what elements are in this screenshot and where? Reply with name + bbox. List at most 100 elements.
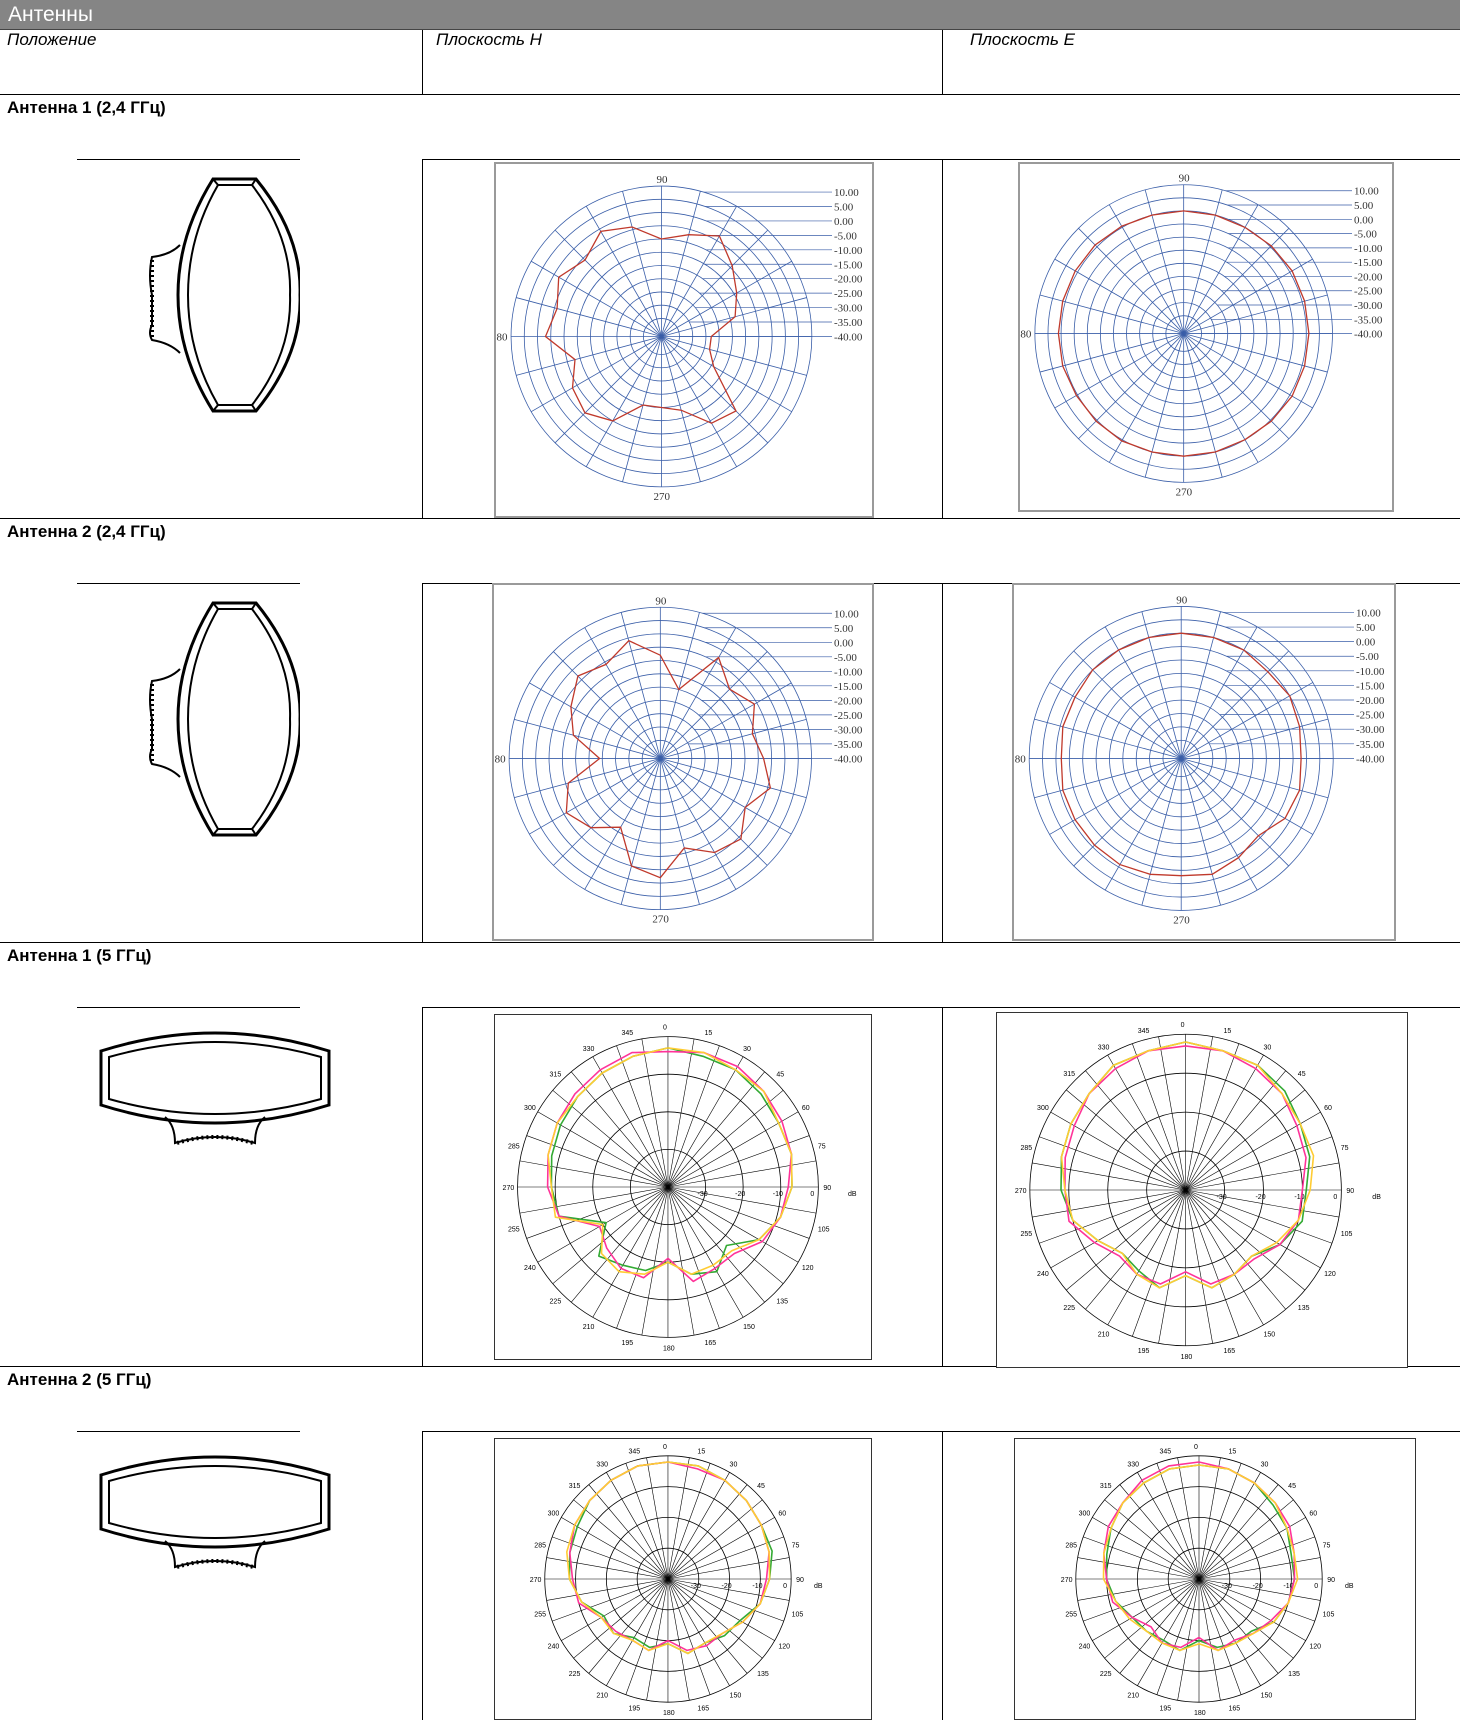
grid-spoke <box>1083 1578 1200 1622</box>
grid-spoke <box>584 758 661 890</box>
grid-spoke <box>1180 626 1258 759</box>
polar-chart-a2-5-h: 0 15 30 45 60 75 90 105 120 135 150 165 180 195 210 225… <box>494 1438 872 1720</box>
grid-spoke <box>1185 1189 1333 1244</box>
grid-spoke <box>1108 204 1185 334</box>
grid-spoke <box>552 1186 669 1284</box>
grid-spoke <box>646 1457 669 1580</box>
table-rule <box>0 94 1460 95</box>
grid-spoke <box>1092 1517 1200 1580</box>
radial-tick-label: -20.00 <box>834 695 863 707</box>
grid-spoke <box>1183 333 1223 478</box>
angle-tick-label: 165 <box>697 1706 709 1713</box>
angle-tick-label: 345 <box>1160 1448 1172 1455</box>
angle-tick-label: 210 <box>1098 1332 1110 1339</box>
radial-tick-label: 5.00 <box>834 623 854 635</box>
angle-tick-label: 165 <box>1224 1348 1236 1355</box>
grid-spoke <box>667 1578 763 1659</box>
angle-tick-label: 180 <box>1194 1710 1206 1717</box>
column-divider <box>422 1007 423 1366</box>
row-bottom-line <box>0 518 1460 519</box>
angle-tick-label: 315 <box>550 1072 562 1079</box>
grid-spoke <box>1034 718 1182 759</box>
grid-spoke <box>546 1557 669 1580</box>
angle-tick-label: 30 <box>1261 1462 1269 1469</box>
angle-label-270: 270 <box>653 491 670 503</box>
radial-tick-label: 5.00 <box>834 202 854 214</box>
angle-tick-label: 30 <box>743 1046 751 1053</box>
grid-spoke <box>1073 758 1182 867</box>
angle-tick-label: 330 <box>596 1462 608 1469</box>
grid-spoke <box>1144 189 1185 334</box>
grid-spoke <box>1180 758 1314 835</box>
radial-tick-label: -5.00 <box>834 230 857 242</box>
column-header-e-plane: Плоскость E <box>970 30 1076 49</box>
grid-spoke <box>667 1135 810 1188</box>
grid-spoke <box>571 1071 669 1188</box>
grid-spoke <box>661 336 769 444</box>
grid-spoke <box>526 1186 669 1239</box>
grid-spoke <box>1104 758 1182 891</box>
polar-chart-a2-24-h: 10.00 5.00 0.00 -5.00 -10.00 -15.00 -20.00 -25.… <box>492 583 874 941</box>
angle-label-90: 90 <box>655 595 667 607</box>
grid-spoke <box>1158 1036 1186 1191</box>
column-divider <box>422 30 423 94</box>
antenna-position-horizontal-icon <box>99 1031 331 1145</box>
row-top-line <box>422 1431 1460 1432</box>
angle-tick-label: 75 <box>792 1543 800 1550</box>
grid-spoke <box>1144 333 1185 478</box>
grid-spoke <box>526 1135 669 1188</box>
grid-spoke <box>1158 1189 1186 1344</box>
grid-spoke <box>1077 1578 1200 1601</box>
section-title-antenna1-24: Антенна 1 (2,4 ГГц) <box>7 98 166 117</box>
angle-tick-label: 75 <box>818 1143 826 1150</box>
grid-spoke <box>667 1090 784 1188</box>
angle-label-270: 270 <box>652 914 669 926</box>
angle-tick-label: 180 <box>663 1345 675 1352</box>
pattern-trace <box>546 1050 793 1283</box>
angle-tick-label: 285 <box>534 1543 546 1550</box>
angle-label-180: 180 <box>1014 753 1026 765</box>
column-divider <box>942 1431 943 1720</box>
angle-tick-label: 345 <box>628 1448 640 1455</box>
grid-spoke <box>661 336 792 413</box>
row-top-line <box>422 159 1460 160</box>
grid-spoke <box>606 1472 669 1580</box>
grid-spoke <box>622 191 662 337</box>
angle-tick-label: 90 <box>823 1185 831 1192</box>
pattern-trace <box>565 639 772 879</box>
grid-spoke <box>1185 1189 1321 1269</box>
grid-spoke <box>1185 1162 1340 1191</box>
grid-spoke <box>554 229 662 337</box>
radial-tick-label: -5.00 <box>834 652 857 664</box>
grid-spoke <box>667 1186 695 1336</box>
angle-tick-label: 240 <box>1079 1644 1091 1651</box>
radial-tick-label: 0.00 <box>1356 637 1376 649</box>
angle-tick-label: 120 <box>778 1644 790 1651</box>
angle-tick-label: 15 <box>1228 1448 1236 1455</box>
row-top-line <box>77 583 300 584</box>
radial-tick-label: 0 <box>1333 1194 1337 1201</box>
radial-tick-label: 5.00 <box>1354 200 1374 212</box>
angle-tick-label: 150 <box>743 1324 755 1331</box>
section-title: Антенны <box>8 3 93 26</box>
angle-tick-label: 255 <box>1065 1611 1077 1618</box>
grid-spoke <box>1181 718 1329 759</box>
grid-spoke <box>667 1578 690 1701</box>
grid-spoke <box>514 758 661 798</box>
angle-tick-label: 105 <box>1323 1611 1335 1618</box>
grid-spoke <box>1039 294 1184 334</box>
radial-tick-label: dB <box>1372 1194 1381 1201</box>
angle-tick-label: 255 <box>534 1611 546 1618</box>
grid-spoke <box>667 1186 817 1214</box>
grid-spoke <box>1198 1578 1315 1622</box>
radial-tick-label: -15.00 <box>1354 257 1383 269</box>
grid-spoke <box>1183 333 1328 373</box>
angle-tick-label: 60 <box>1324 1105 1332 1112</box>
radial-tick-label: 10.00 <box>1356 607 1381 619</box>
grid-spoke <box>1198 1578 1321 1601</box>
angle-tick-label: 240 <box>524 1265 536 1272</box>
radial-tick-label: -15.00 <box>834 681 863 693</box>
grid-spoke <box>1177 1578 1200 1701</box>
grid-spoke <box>588 1578 669 1674</box>
grid-spoke <box>1104 1499 1200 1580</box>
